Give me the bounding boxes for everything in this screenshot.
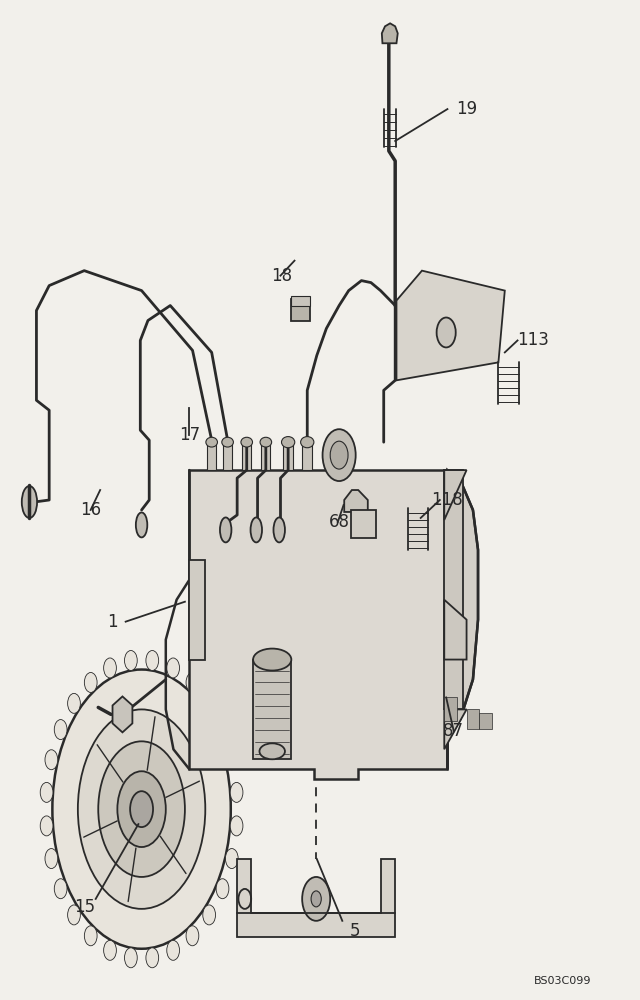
Ellipse shape xyxy=(206,437,218,447)
Text: 16: 16 xyxy=(80,501,101,519)
Bar xyxy=(223,442,232,470)
Ellipse shape xyxy=(136,512,147,537)
Ellipse shape xyxy=(260,437,271,447)
Circle shape xyxy=(54,720,67,740)
Circle shape xyxy=(167,658,179,678)
Bar xyxy=(207,442,216,470)
Ellipse shape xyxy=(259,743,285,759)
Polygon shape xyxy=(113,696,132,732)
Bar xyxy=(444,470,463,709)
Circle shape xyxy=(216,879,229,899)
Circle shape xyxy=(225,849,238,869)
Circle shape xyxy=(203,905,216,925)
Circle shape xyxy=(146,651,159,670)
Text: 5: 5 xyxy=(350,922,360,940)
Text: 68: 68 xyxy=(328,513,349,531)
Circle shape xyxy=(146,948,159,968)
Circle shape xyxy=(302,877,330,921)
Bar xyxy=(291,299,310,320)
Polygon shape xyxy=(382,23,397,43)
Circle shape xyxy=(203,693,216,713)
Circle shape xyxy=(78,709,205,909)
Circle shape xyxy=(84,926,97,946)
Circle shape xyxy=(104,658,116,678)
Circle shape xyxy=(99,741,185,877)
Ellipse shape xyxy=(253,649,291,671)
Circle shape xyxy=(54,879,67,899)
Ellipse shape xyxy=(282,437,295,448)
Polygon shape xyxy=(237,859,395,937)
Bar xyxy=(189,560,205,660)
Circle shape xyxy=(216,720,229,740)
Ellipse shape xyxy=(220,517,232,542)
Bar xyxy=(467,709,479,729)
Circle shape xyxy=(68,905,81,925)
Bar xyxy=(243,442,251,470)
Polygon shape xyxy=(444,470,467,520)
Circle shape xyxy=(186,673,199,692)
Circle shape xyxy=(330,441,348,469)
Circle shape xyxy=(84,673,97,692)
Ellipse shape xyxy=(301,437,314,448)
Circle shape xyxy=(167,940,179,960)
Circle shape xyxy=(323,429,356,481)
Text: 113: 113 xyxy=(518,331,549,349)
Polygon shape xyxy=(444,600,467,660)
Circle shape xyxy=(230,816,243,836)
Circle shape xyxy=(117,771,166,847)
Text: 118: 118 xyxy=(431,491,463,509)
Circle shape xyxy=(130,791,153,827)
Text: 1: 1 xyxy=(108,613,118,631)
Polygon shape xyxy=(189,470,447,779)
Polygon shape xyxy=(344,490,368,512)
Bar xyxy=(302,442,312,470)
Text: 15: 15 xyxy=(74,898,95,916)
Bar xyxy=(253,660,291,759)
Circle shape xyxy=(125,948,137,968)
Circle shape xyxy=(436,318,456,347)
Polygon shape xyxy=(396,271,505,380)
Text: 17: 17 xyxy=(179,426,200,444)
Text: 19: 19 xyxy=(456,100,477,118)
Text: 87: 87 xyxy=(444,722,464,740)
Ellipse shape xyxy=(241,437,253,447)
Bar xyxy=(444,697,457,721)
Circle shape xyxy=(186,926,199,946)
Circle shape xyxy=(45,750,58,770)
Circle shape xyxy=(104,940,116,960)
Circle shape xyxy=(125,651,137,670)
Bar xyxy=(283,442,293,470)
Circle shape xyxy=(52,670,231,949)
Text: BS03C099: BS03C099 xyxy=(533,976,591,986)
Circle shape xyxy=(225,750,238,770)
Polygon shape xyxy=(444,709,467,749)
Circle shape xyxy=(230,782,243,802)
Circle shape xyxy=(45,849,58,869)
Ellipse shape xyxy=(250,517,262,542)
Ellipse shape xyxy=(273,517,285,542)
Ellipse shape xyxy=(22,486,37,518)
Circle shape xyxy=(40,816,53,836)
Polygon shape xyxy=(447,470,478,769)
Bar xyxy=(479,713,492,729)
Bar xyxy=(351,510,376,538)
Bar xyxy=(291,296,310,306)
Text: 18: 18 xyxy=(271,267,292,285)
Ellipse shape xyxy=(222,437,234,447)
Circle shape xyxy=(68,693,81,713)
Bar xyxy=(261,442,270,470)
Circle shape xyxy=(311,891,321,907)
Circle shape xyxy=(40,782,53,802)
